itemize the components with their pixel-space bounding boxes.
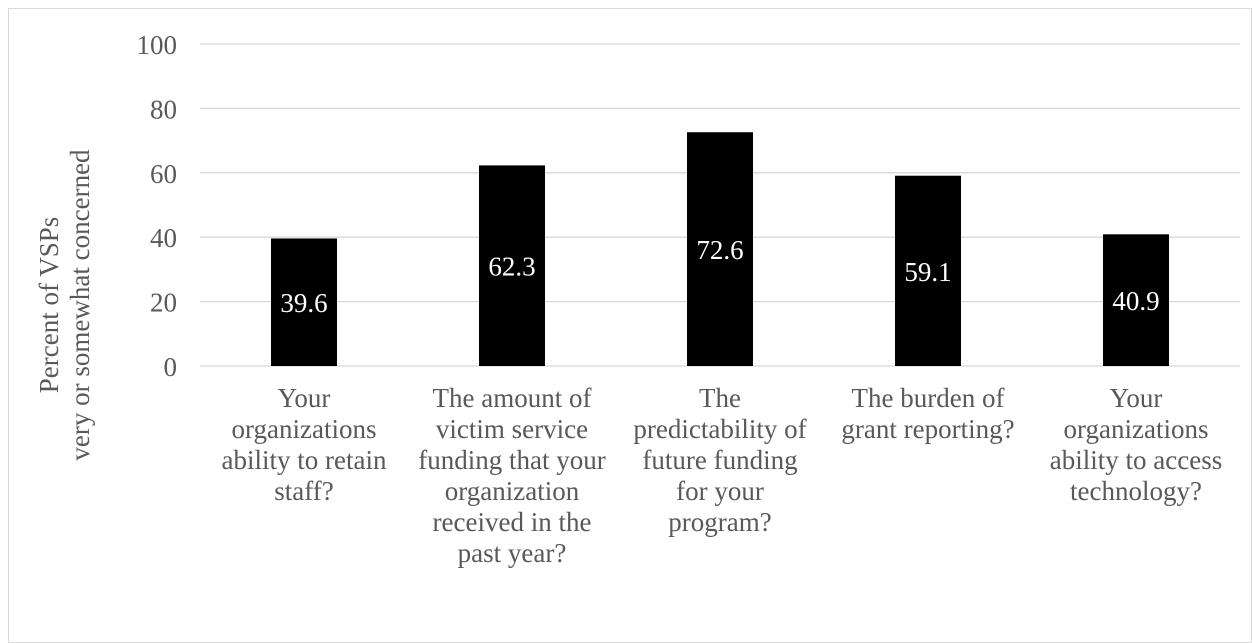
data-label: 39.6 [280, 288, 327, 318]
x-category-label: grant reporting? [841, 414, 1014, 444]
x-category-label: victim service [436, 414, 588, 444]
y-axis-ticks: 0 20 40 60 80 100 [137, 30, 178, 382]
y-tick-label: 100 [137, 30, 178, 60]
y-axis-label-line: very or somewhat concerned [65, 149, 95, 461]
x-category-label: received in the [433, 507, 592, 537]
x-category-label: The [699, 383, 741, 413]
y-tick-label: 60 [150, 159, 177, 189]
data-label: 62.3 [488, 252, 535, 282]
y-tick-label: 80 [150, 94, 177, 124]
gridlines [200, 43, 1240, 367]
x-category-label: technology? [1070, 476, 1202, 506]
x-category-label: ability to access [1050, 445, 1222, 475]
x-category-label: organizations [1064, 414, 1209, 444]
x-category-label: Your [278, 383, 331, 413]
x-category-label: staff? [274, 476, 333, 506]
y-tick-label: 20 [150, 288, 177, 318]
bar [687, 132, 753, 366]
x-category-label: future funding [642, 445, 797, 475]
data-label: 72.6 [696, 235, 743, 265]
chart-frame [8, 8, 1252, 643]
y-tick-label: 0 [164, 352, 178, 382]
bar [479, 165, 545, 366]
x-category-label: Your [1110, 383, 1163, 413]
bar [271, 238, 337, 366]
bar [1103, 234, 1169, 366]
y-axis-label-line: Percent of VSPs [34, 217, 64, 394]
x-category-label: The amount of [433, 383, 592, 413]
data-label: 40.9 [1112, 286, 1159, 316]
x-category-label: program? [668, 507, 771, 537]
bars: 39.6 62.3 72.6 59.1 40.9 [271, 132, 1169, 366]
y-axis-label: Percent of VSPs very or somewhat concerne… [34, 149, 95, 461]
x-category-label: organizations [232, 414, 377, 444]
x-category-label: organization [445, 476, 580, 506]
x-category-label: ability to retain [222, 445, 387, 475]
x-category-label: funding that your [418, 445, 605, 475]
bar [895, 175, 961, 366]
x-category-label: past year? [458, 538, 567, 568]
y-axis-title: Percent of VSPs very or somewhat concerne… [34, 149, 95, 461]
x-category-label: for your [676, 476, 764, 506]
y-tick-label: 40 [150, 223, 177, 253]
data-label: 59.1 [904, 257, 951, 287]
x-category-label: The burden of [852, 383, 1005, 413]
x-category-label: predictability of [633, 414, 806, 444]
